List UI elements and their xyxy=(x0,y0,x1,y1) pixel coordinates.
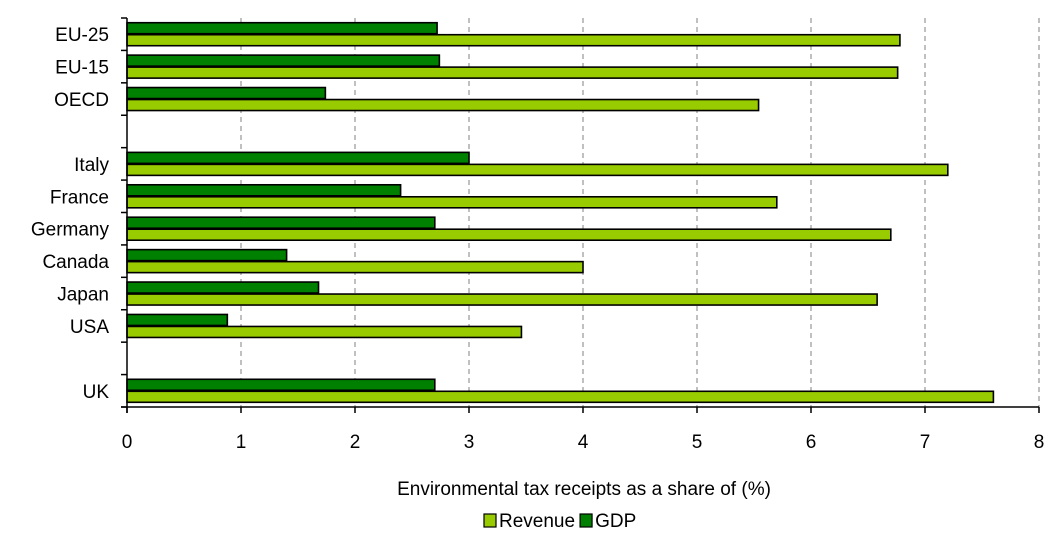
category-label: Germany xyxy=(31,220,110,241)
bar-gdp xyxy=(126,183,402,197)
bar-revenue xyxy=(126,228,892,242)
bar-gdp xyxy=(126,21,438,35)
category-label: Canada xyxy=(42,252,109,273)
bar-gdp xyxy=(126,86,327,100)
bar-gdp xyxy=(126,54,441,67)
bars xyxy=(126,21,995,404)
x-tick-label: 6 xyxy=(806,432,817,453)
bar-gdp xyxy=(126,281,320,294)
bar-revenue xyxy=(126,293,878,306)
category-label: EU-15 xyxy=(55,58,109,79)
x-tick-label: 2 xyxy=(350,432,361,453)
category-label: Italy xyxy=(74,155,109,176)
x-tick-label: 7 xyxy=(920,432,931,453)
category-label: EU-25 xyxy=(55,25,109,46)
category-label: UK xyxy=(83,382,110,403)
legend: Revenue GDP xyxy=(483,511,636,532)
bar-revenue xyxy=(126,325,523,339)
x-tick-label: 1 xyxy=(236,432,247,453)
category-label: USA xyxy=(70,317,109,338)
bar-gdp xyxy=(126,378,436,392)
x-tick-label: 3 xyxy=(464,432,475,453)
category-label: Japan xyxy=(57,285,109,306)
bar-revenue xyxy=(126,98,760,112)
bar-gdp xyxy=(126,248,288,262)
bar-gdp xyxy=(126,313,229,327)
x-tick-label: 0 xyxy=(122,432,133,453)
legend-swatch xyxy=(483,513,497,528)
x-tick-label: 5 xyxy=(692,432,703,453)
bar-revenue xyxy=(126,260,584,274)
axes xyxy=(121,17,1040,413)
bar-revenue xyxy=(126,195,778,209)
bar-revenue xyxy=(126,163,949,177)
bar-revenue xyxy=(126,390,995,404)
bar-revenue xyxy=(126,33,901,47)
legend-swatch xyxy=(579,513,593,528)
axis-labels: EU-25 EU-15 OECD Italy France Germany Canada Ja… xyxy=(31,25,1044,453)
gridlines xyxy=(240,18,1040,407)
legend-label: Revenue xyxy=(499,511,575,532)
category-label: OECD xyxy=(54,90,109,111)
bar-revenue xyxy=(126,66,899,79)
x-tick-label: 8 xyxy=(1034,432,1044,453)
x-axis-title: Environmental tax receipts as a share of… xyxy=(397,479,771,500)
bar-gdp xyxy=(126,216,436,230)
x-tick-label: 4 xyxy=(578,432,589,453)
bar-gdp xyxy=(126,151,470,165)
category-label: France xyxy=(50,187,109,208)
legend-label: GDP xyxy=(595,511,636,532)
